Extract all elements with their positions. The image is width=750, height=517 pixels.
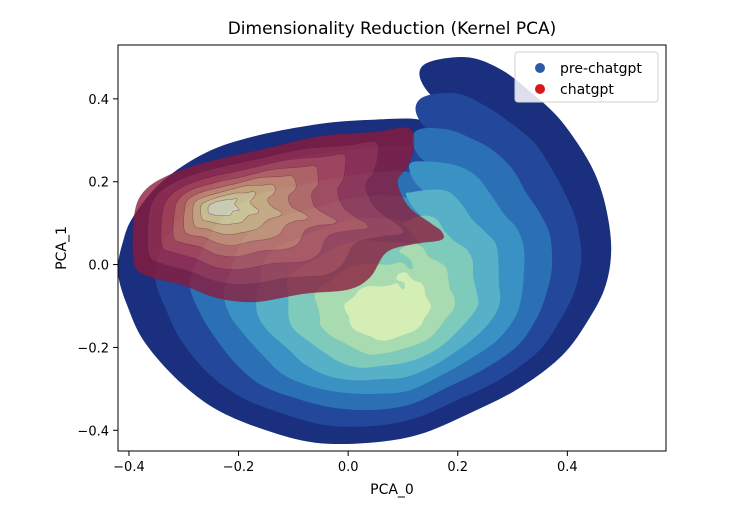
legend-label-chatgpt: chatgpt [560, 82, 614, 98]
y-tick-label: −0.2 [77, 341, 109, 356]
plot-area [118, 57, 612, 445]
y-tick-label: 0.2 [88, 176, 109, 191]
legend-box [514, 51, 659, 103]
plot-frame [117, 44, 667, 452]
x-tick-label: −0.2 [223, 460, 255, 475]
y-axis: 0.4 0.2 0.0 −0.2 −0.4 [77, 93, 118, 439]
legend-label-pre-chatgpt: pre-chatgpt [560, 61, 642, 77]
x-tick-label: −0.4 [113, 460, 145, 475]
legend-swatch-chatgpt [535, 84, 545, 94]
density-level-8 [344, 272, 431, 341]
x-tick-label: 0.2 [447, 460, 468, 475]
x-tick-label: 0.0 [338, 460, 359, 475]
x-axis-label: PCA_0 [370, 482, 414, 498]
y-tick-label: −0.4 [77, 424, 109, 439]
density-level-8 [207, 198, 240, 217]
x-axis: −0.4 −0.2 0.0 0.2 0.4 [113, 451, 578, 475]
legend-swatch-pre-chatgpt [535, 63, 545, 73]
y-tick-label: 0.0 [88, 259, 109, 274]
chart-title: Dimensionality Reduction (Kernel PCA) [228, 19, 557, 39]
legend: pre-chatgpt chatgpt [514, 51, 659, 103]
series-chatgpt [132, 127, 445, 303]
y-axis-label: PCA_1 [54, 226, 70, 270]
y-tick-label: 0.4 [88, 93, 109, 108]
x-tick-label: 0.4 [557, 460, 578, 475]
